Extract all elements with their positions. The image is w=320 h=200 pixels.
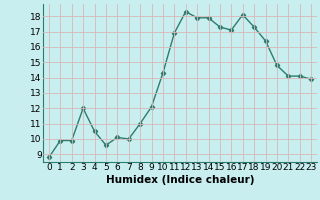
X-axis label: Humidex (Indice chaleur): Humidex (Indice chaleur) <box>106 175 254 185</box>
